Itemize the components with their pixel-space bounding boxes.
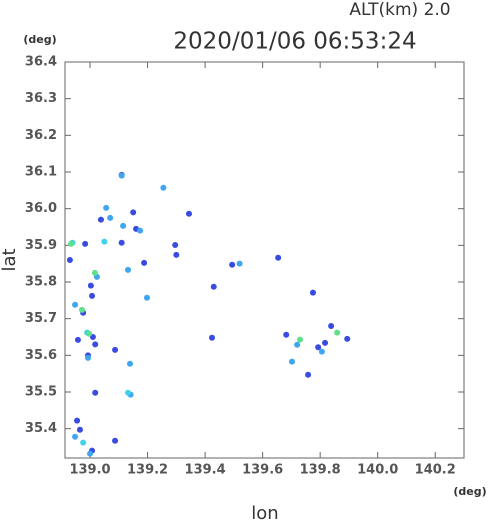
point — [283, 331, 290, 338]
point — [160, 184, 167, 191]
y-tick-label: 36.2 — [25, 128, 57, 143]
x-tick-label: 140.0 — [357, 463, 398, 478]
x-tick-label: 139.8 — [300, 463, 341, 478]
y-tick-label: 35.5 — [25, 385, 57, 400]
point — [125, 266, 131, 273]
x-tick-label: 140.2 — [415, 463, 456, 478]
point — [87, 282, 94, 289]
x-tick-label: 139.2 — [127, 463, 168, 478]
point — [92, 341, 99, 348]
y-unit: (deg) — [23, 33, 56, 46]
point — [318, 348, 325, 355]
point — [103, 204, 110, 211]
point — [87, 450, 94, 457]
point — [130, 209, 137, 216]
alt-label: ALT(km) 2.0 — [349, 0, 450, 20]
x-tick-label: 139.4 — [185, 463, 226, 478]
point — [236, 260, 243, 267]
y-tick-label: 36.4 — [25, 55, 57, 70]
x-tick-label: 139.6 — [242, 463, 283, 478]
y-tick-label: 36.1 — [25, 165, 57, 180]
point — [92, 389, 99, 396]
point — [344, 335, 351, 342]
point — [112, 346, 119, 353]
y-tick-label: 35.7 — [25, 311, 57, 326]
point — [97, 216, 104, 223]
point — [74, 417, 81, 424]
point — [66, 257, 73, 263]
point — [80, 439, 87, 446]
point — [141, 259, 148, 266]
y-tick-label: 35.9 — [25, 238, 57, 253]
point — [86, 330, 93, 337]
point — [229, 261, 236, 268]
point — [210, 283, 217, 290]
point — [309, 289, 316, 296]
point — [118, 172, 125, 179]
point — [91, 269, 98, 276]
y-tick-label: 35.4 — [25, 421, 57, 436]
y-tick-label: 35.8 — [25, 275, 57, 290]
point — [275, 254, 282, 261]
point — [322, 339, 329, 346]
y-tick-label: 35.6 — [25, 348, 57, 363]
point — [74, 336, 81, 343]
point — [305, 371, 312, 378]
point — [112, 437, 119, 444]
point — [118, 239, 125, 246]
y-tick-label: 36.0 — [25, 201, 57, 216]
point — [76, 426, 83, 433]
point — [120, 222, 127, 229]
y-axis-label: lat — [0, 248, 20, 271]
point — [143, 294, 150, 301]
point — [89, 292, 96, 299]
chart-title: 2020/01/06 06:53:24 — [173, 29, 416, 55]
point — [125, 389, 131, 396]
point — [209, 334, 215, 341]
plot-frame — [64, 61, 465, 459]
y-tick-label: 36.3 — [25, 91, 57, 106]
point — [72, 301, 79, 308]
point — [185, 210, 192, 217]
x-axis-label: lon — [251, 503, 278, 521]
point — [172, 241, 179, 248]
point — [107, 214, 114, 221]
point — [297, 336, 304, 343]
point — [173, 251, 180, 258]
point — [334, 329, 341, 336]
point — [82, 240, 89, 247]
point — [127, 360, 134, 367]
point — [294, 341, 301, 348]
point — [78, 306, 85, 313]
point — [68, 240, 75, 247]
point — [288, 358, 295, 365]
point — [85, 354, 92, 361]
point — [137, 227, 144, 234]
x-unit: (deg) — [453, 485, 486, 498]
point — [101, 238, 108, 245]
x-tick-label: 139.0 — [69, 463, 110, 478]
point — [328, 323, 335, 329]
point — [315, 344, 322, 351]
point — [72, 433, 79, 440]
